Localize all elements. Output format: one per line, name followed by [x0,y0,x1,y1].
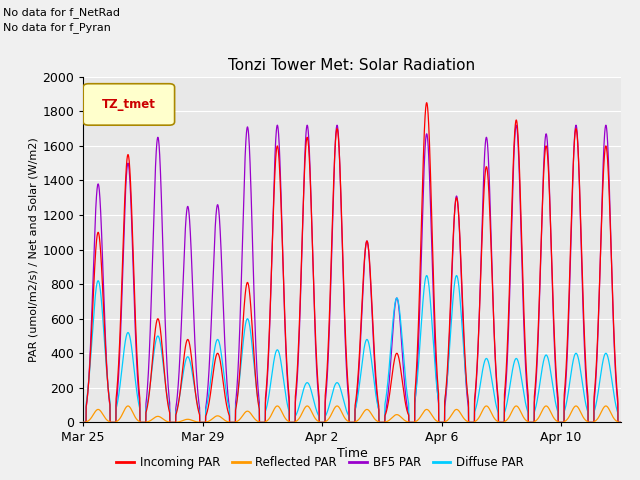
Text: No data for f_Pyran: No data for f_Pyran [3,22,111,33]
Title: Tonzi Tower Met: Solar Radiation: Tonzi Tower Met: Solar Radiation [228,58,476,73]
Text: No data for f_NetRad: No data for f_NetRad [3,7,120,18]
Legend: Incoming PAR, Reflected PAR, BF5 PAR, Diffuse PAR: Incoming PAR, Reflected PAR, BF5 PAR, Di… [111,452,529,474]
X-axis label: Time: Time [337,447,367,460]
Text: TZ_tmet: TZ_tmet [102,98,156,111]
FancyBboxPatch shape [83,84,175,125]
Y-axis label: PAR (umol/m2/s) / Net and Solar (W/m2): PAR (umol/m2/s) / Net and Solar (W/m2) [28,137,38,362]
